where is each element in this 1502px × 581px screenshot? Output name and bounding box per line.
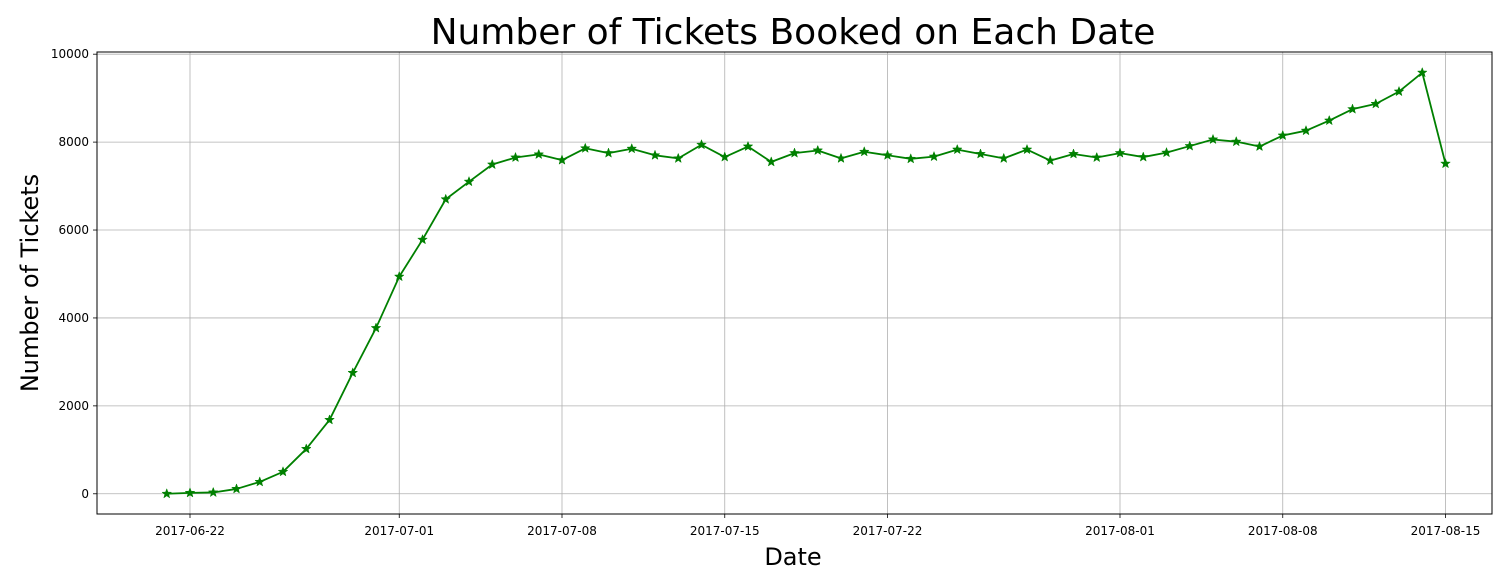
data-point-marker [370,322,382,333]
data-point-marker [858,146,870,157]
data-point-marker [1440,157,1451,169]
x-axis-ticks: 2017-06-22 2017-07-01 2017-07-08 2017-07-15… [155,514,1480,538]
data-point-marker [1230,135,1242,147]
data-point-marker [324,414,335,425]
series-polyline [166,71,1447,495]
data-point-marker [1137,151,1149,162]
data-point-marker [1091,151,1103,163]
x-tick-label: 2017-08-15 [1411,524,1481,538]
y-tick-label: 8000 [58,135,89,149]
data-point-marker [672,152,684,163]
data-point-marker [393,270,405,282]
data-point-marker [231,483,242,494]
data-point-marker [1114,147,1126,158]
y-tick-label: 6000 [58,223,89,237]
data-point-marker [510,151,521,163]
plot-frame [96,51,1493,515]
y-tick-label: 4000 [58,311,89,325]
data-point-marker [579,142,591,153]
x-axis-label: Date [764,543,821,571]
data-point-marker [882,149,893,160]
chart-title: Number of Tickets Booked on Each Date [431,12,1156,53]
data-point-marker [207,486,219,498]
data-point-marker [765,156,777,167]
data-point-marker [417,233,428,245]
data-point-marker [347,367,359,378]
data-point-marker [1300,124,1312,136]
data-point-marker [1347,103,1358,114]
x-tick-label: 2017-06-22 [155,524,225,538]
y-tick-label: 0 [81,487,89,501]
y-axis-label: Number of Tickets [16,174,44,392]
data-point-marker [486,158,498,170]
data-point-marker [1207,133,1219,145]
data-point-marker [998,152,1010,163]
data-point-marker [1044,154,1056,166]
data-point-marker [1161,146,1172,158]
data-point-marker [696,139,707,150]
data-point-marker [533,148,545,160]
data-point-marker [835,152,847,163]
y-axis-ticks: 0 2000 4000 6000 8000 10000 [51,47,97,501]
x-tick-label: 2017-07-22 [853,524,923,538]
data-point-marker [300,443,312,454]
data-point-marker [626,142,638,154]
x-tick-label: 2017-07-01 [364,524,434,538]
data-point-marker [719,151,731,162]
series-markers [161,66,1451,499]
data-point-marker [742,140,754,152]
data-point-marker [975,148,986,159]
data-point-marker [1393,85,1405,97]
x-tick-label: 2017-08-01 [1085,524,1155,538]
data-point-marker [1021,143,1033,155]
data-point-marker [649,149,661,160]
series-line [166,71,1447,495]
data-point-marker [1370,98,1382,109]
data-point-marker [463,175,475,187]
data-point-marker [1184,140,1196,151]
data-point-marker [277,466,289,477]
data-point-marker [905,153,917,164]
data-point-marker [603,147,614,158]
data-point-marker [1416,66,1428,78]
data-point-marker [1254,140,1265,152]
data-point-marker [440,193,452,204]
data-point-marker [812,144,824,156]
data-point-marker [928,150,940,162]
data-point-marker [161,488,173,499]
data-point-marker [951,143,963,155]
data-point-marker [1323,114,1335,126]
x-tick-label: 2017-07-15 [690,524,760,538]
y-tick-label: 2000 [58,399,89,413]
data-point-marker [1277,129,1289,141]
data-point-marker [556,154,568,165]
data-point-marker [184,487,196,498]
data-point-marker [254,476,266,487]
x-tick-label: 2017-08-08 [1248,524,1318,538]
data-point-marker [1068,148,1079,159]
y-tick-label: 10000 [51,47,89,61]
x-tick-label: 2017-07-08 [527,524,597,538]
data-point-marker [789,147,800,158]
